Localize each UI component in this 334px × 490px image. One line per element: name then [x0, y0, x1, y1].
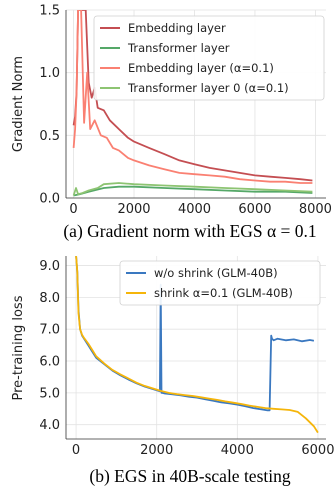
x-tick-label: 2000 [117, 202, 150, 217]
x-tick-label: 4000 [178, 202, 211, 217]
y-tick-label: 1.5 [39, 4, 60, 19]
y-tick-label: 0.5 [39, 129, 60, 144]
y-tick-label: 9.0 [39, 259, 60, 274]
y-axis-label-b: Pre-training loss [11, 295, 26, 400]
series-line-2 [75, 256, 319, 434]
legend-label: Embedding layer [128, 21, 226, 35]
y-tick-label: 5.0 [39, 386, 60, 401]
panel-b: 0 2000 4000 6000 4.0 5.0 6.0 7.0 8.0 9.0 Pre-trai… [11, 256, 334, 486]
x-tick-label: 2000 [140, 443, 173, 458]
y-axis-label-a: Gradient Norm [11, 56, 26, 152]
legend-label: Embedding layer (α=0.1) [128, 61, 274, 75]
y-tick-label: 8.0 [39, 291, 60, 306]
x-tick-label: 6000 [301, 443, 334, 458]
y-tick-label: 4.0 [39, 418, 60, 433]
caption-a: (a) Gradient norm with EGS α = 0.1 [63, 221, 316, 241]
y-tick-label: 0.0 [39, 192, 60, 207]
legend [93, 15, 325, 101]
y-tick-label: 7.0 [39, 323, 60, 338]
x-tick-label: 0 [72, 443, 80, 458]
legend-label: Transformer layer [127, 41, 230, 55]
y-tick-label: 1.0 [39, 66, 60, 81]
legend-label: Transformer layer 0 (α=0.1) [127, 81, 289, 95]
legend-label: shrink α=0.1 (GLM-40B) [154, 286, 293, 300]
panel-a: 0 2000 4000 6000 8000 0.0 0.5 1.0 1.5 Gradient N… [11, 4, 332, 242]
x-tick-label: 6000 [238, 202, 271, 217]
series-line-2 [73, 185, 313, 197]
x-tick-label: 8000 [299, 202, 332, 217]
x-tick-label: 0 [69, 202, 77, 217]
x-tick-label: 4000 [221, 443, 254, 458]
legend [119, 260, 321, 306]
legend-label: w/o shrink (GLM-40B) [154, 266, 278, 280]
series-line-1 [72, 10, 313, 182]
series-line-3 [72, 10, 313, 184]
series-line-4 [72, 182, 313, 196]
y-tick-label: 6.0 [39, 355, 60, 370]
caption-b: (b) EGS in 40B-scale testing [89, 466, 290, 486]
